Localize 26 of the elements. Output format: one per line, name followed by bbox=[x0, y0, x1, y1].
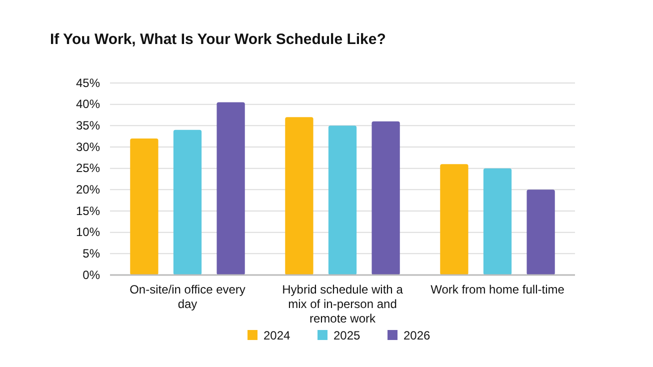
legend-label: 2024 bbox=[264, 328, 291, 342]
legend-label: 2026 bbox=[404, 328, 431, 342]
legend-label: 2025 bbox=[334, 328, 361, 342]
y-tick-label: 0% bbox=[82, 268, 100, 282]
chart-title: If You Work, What Is Your Work Schedule Like? bbox=[50, 31, 386, 48]
bar bbox=[372, 121, 400, 275]
bar bbox=[173, 130, 202, 275]
y-tick-label: 30% bbox=[76, 140, 100, 154]
y-tick-label: 25% bbox=[76, 161, 100, 176]
bar bbox=[216, 102, 245, 275]
y-tick-label: 20% bbox=[76, 182, 100, 197]
bar bbox=[526, 190, 555, 275]
bar bbox=[440, 164, 468, 275]
y-tick-label: 10% bbox=[76, 225, 100, 240]
bar bbox=[285, 117, 314, 275]
bar bbox=[328, 126, 357, 275]
bar bbox=[483, 168, 512, 275]
x-tick-label: On-site/in office every day bbox=[130, 282, 246, 311]
y-tick-label: 40% bbox=[76, 97, 100, 112]
x-tick-label: Hybrid schedule with a mix of in-person and remote work bbox=[282, 282, 404, 326]
y-tick-label: 15% bbox=[76, 204, 100, 218]
x-tick-label: Work from home full-time bbox=[430, 282, 565, 297]
y-tick-label: 35% bbox=[76, 118, 100, 133]
bar bbox=[130, 138, 158, 275]
y-tick-label: 45% bbox=[76, 76, 100, 90]
y-tick-label: 5% bbox=[82, 246, 100, 261]
